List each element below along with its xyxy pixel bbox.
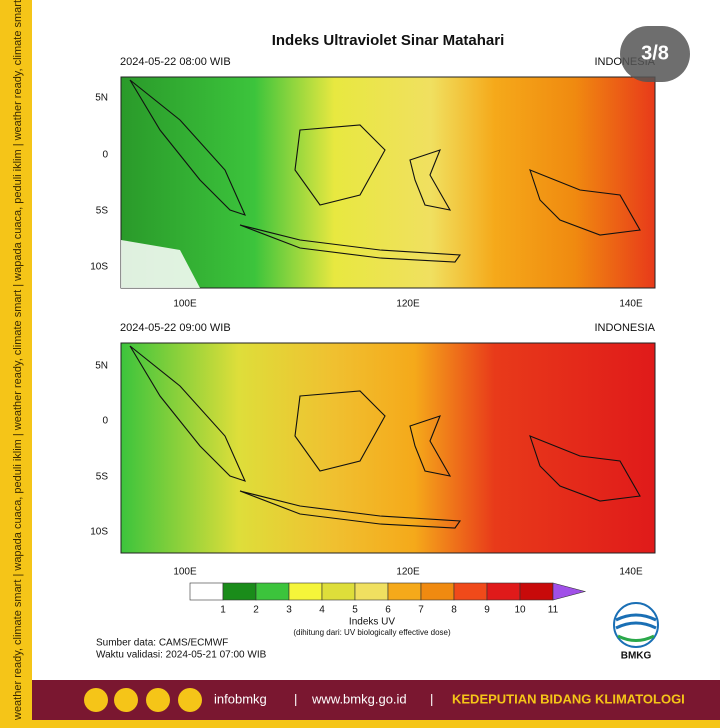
map-region: INDONESIA [594,322,655,334]
colorbar-box [354,582,389,601]
colorbar-box [321,582,356,601]
map-field [120,342,656,554]
colorbar-box [453,582,488,601]
map-timestamp: 2024-05-22 09:00 WIB [120,322,231,334]
lat-label: 10S [90,527,108,538]
icon-youtube[interactable] [146,688,170,712]
lat-label: 0 [102,416,108,427]
colorbar-tick-label: 7 [418,605,424,616]
colorbar-arrow [552,582,587,601]
colorbar-box [189,582,224,601]
colorbar-tick-label: 6 [385,605,391,616]
icon-facebook[interactable] [114,688,138,712]
colorbar-tick-label: 1 [220,605,226,616]
colorbar-box [519,582,554,601]
lat-label: 0 [102,150,108,161]
lon-label: 140E [619,567,643,578]
badge-text: 3/8 [641,42,669,64]
social-icons [84,688,202,712]
footer-separator: | [430,691,433,706]
footer-band [0,720,720,728]
colorbar-label: Indeks UV [349,617,395,628]
map-field [120,76,656,289]
lat-label: 5N [95,361,108,372]
colorbar-box [420,582,455,601]
lon-label: 120E [396,567,420,578]
map-blank [121,240,200,288]
colorbar-tick-label: 4 [319,605,325,616]
lon-label: 120E [396,299,420,310]
colorbar-tick-label: 11 [548,605,559,616]
colorbar-box [255,582,290,601]
title: Indeks Ultraviolet Sinar Matahari [272,32,505,49]
lat-label: 5S [96,206,109,217]
icon-instagram[interactable] [178,688,202,712]
map-timestamp: 2024-05-22 08:00 WIB [120,56,231,68]
icon-twitter[interactable] [84,688,108,712]
colorbar-box [222,582,257,601]
logo-text: BMKG [621,651,652,662]
footer-separator: | [294,691,297,706]
lat-label: 5N [95,93,108,104]
colorbar-box [486,582,521,601]
logo [613,602,659,648]
sidebar-text: weather ready, climate smart | wapada cu… [12,0,24,721]
footer-department: KEDEPUTIAN BIDANG KLIMATOLOGI [452,691,685,706]
lon-label: 100E [173,299,197,310]
colorbar-tick-label: 10 [514,605,526,616]
badge [620,26,690,82]
colorbar-tick-label: 9 [484,605,490,616]
lat-label: 5S [96,472,109,483]
sidebar [0,0,32,728]
colorbar-tick-label: 2 [253,605,259,616]
colorbar-tick-label: 3 [286,605,292,616]
source: Sumber data: CAMS/ECMWF [96,638,228,649]
footer-handle[interactable]: infobmkg [214,691,267,706]
lat-label: 10S [90,262,108,273]
colorbar-note: (dihitung dari: UV biologically effectiv… [293,628,451,637]
colorbar-tick-label: 5 [352,605,358,616]
footer-website[interactable]: www.bmkg.go.id [311,691,407,706]
colorbar-box [387,582,422,601]
colorbar-tick-label: 8 [451,605,457,616]
lon-label: 100E [173,567,197,578]
coastline [129,79,641,263]
colorbar-box [288,582,323,601]
validity: Waktu validasi: 2024-05-21 07:00 WIB [96,650,267,661]
lon-label: 140E [619,299,643,310]
coastline [129,345,641,529]
